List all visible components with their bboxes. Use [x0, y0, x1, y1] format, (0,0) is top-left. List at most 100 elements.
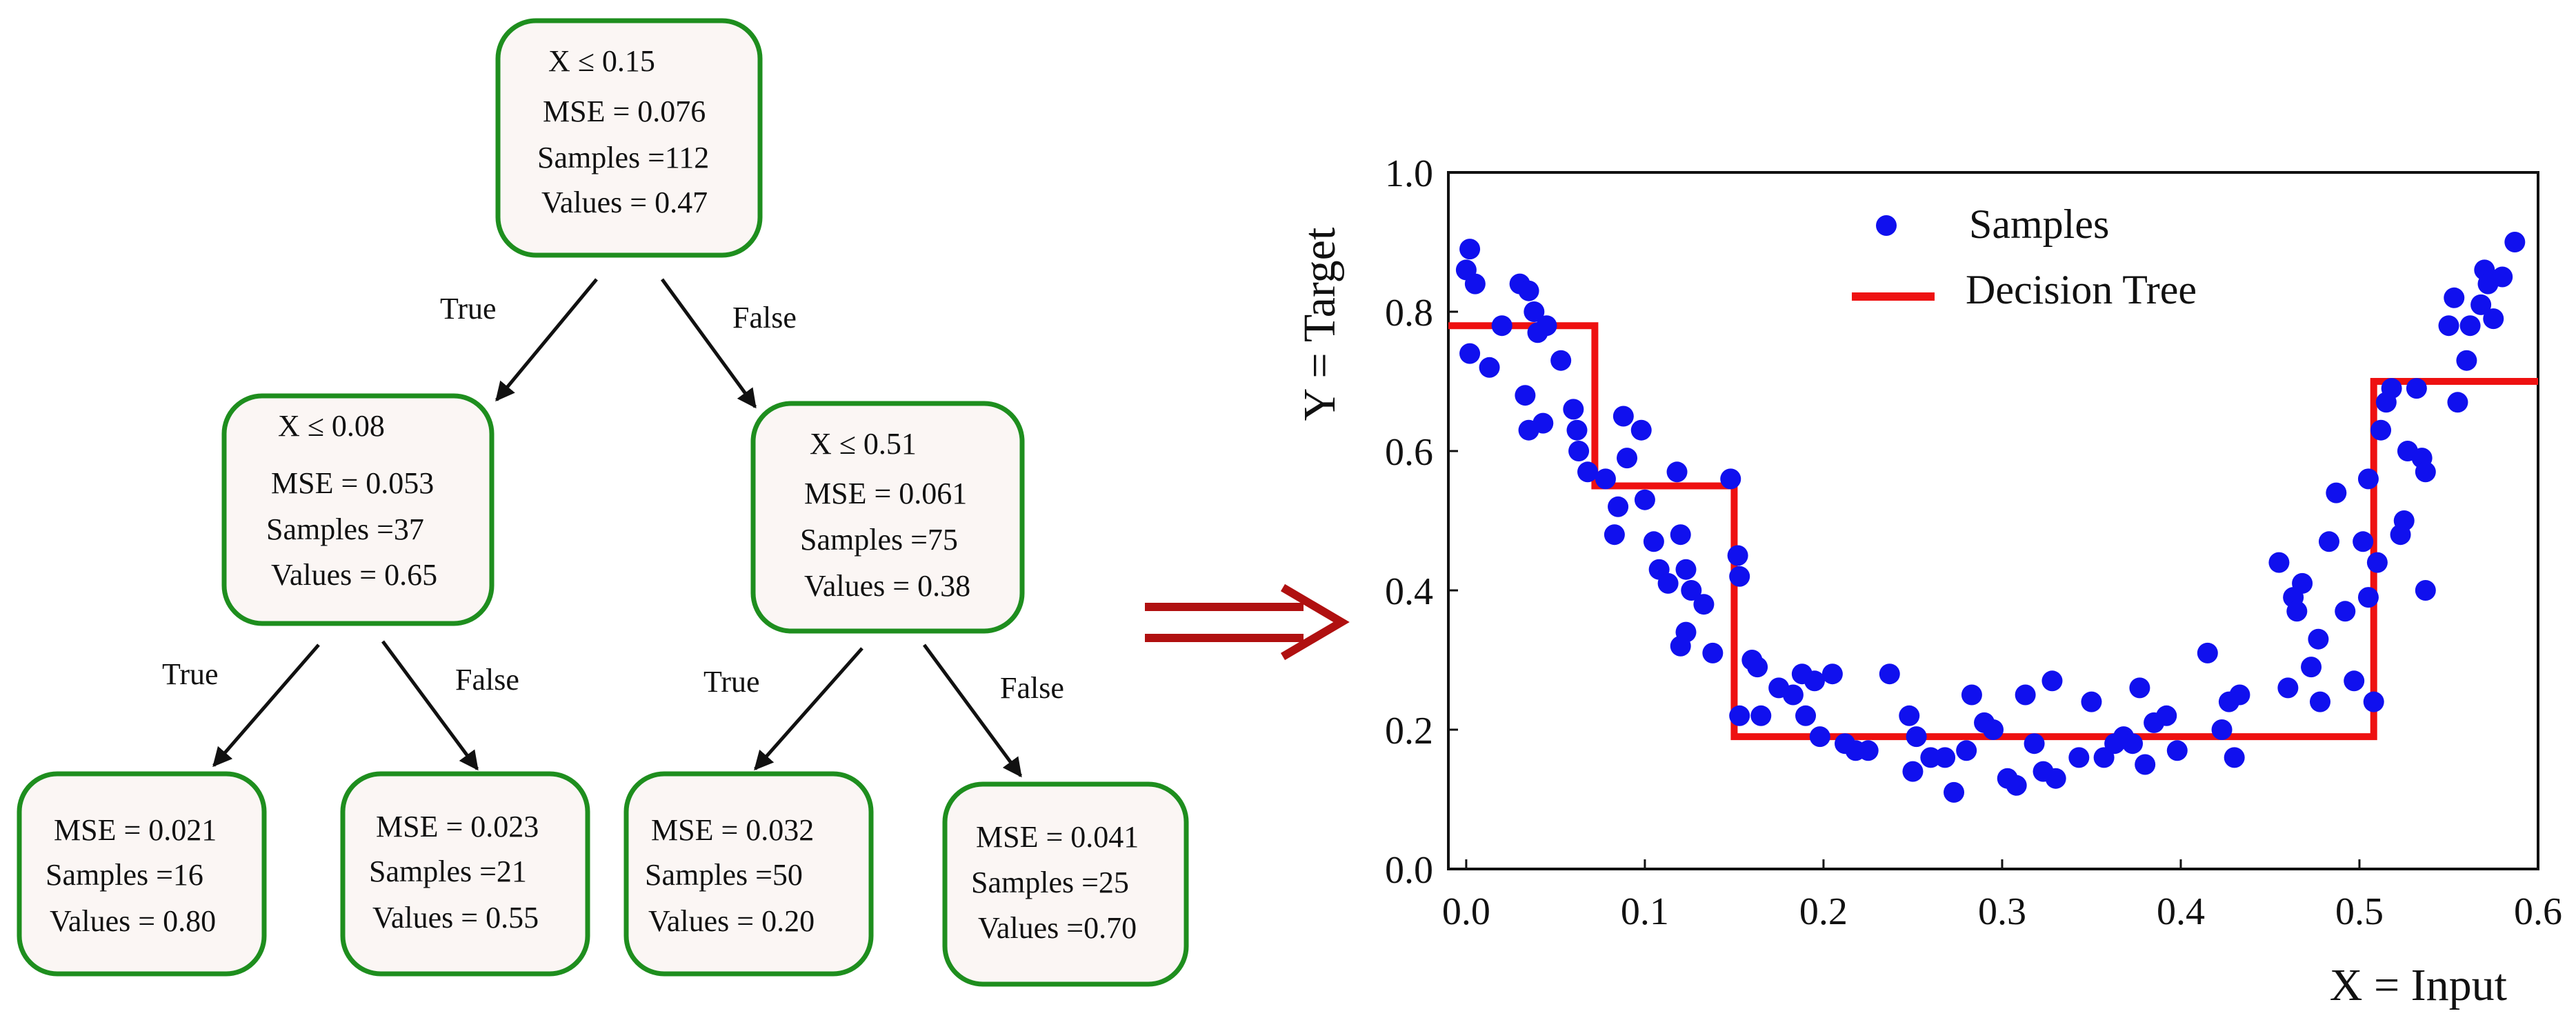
sample-point	[2197, 642, 2218, 663]
sample-point	[2135, 754, 2156, 775]
sample-point	[2483, 308, 2504, 330]
sample-point	[2156, 705, 2177, 726]
sample-point	[1693, 594, 1715, 615]
edge-left-leaf1	[212, 643, 320, 768]
legend-tree-label: Decision Tree	[1966, 267, 2197, 312]
sample-point	[2268, 552, 2290, 573]
sample-point	[2286, 601, 2308, 622]
sample-point	[2459, 315, 2481, 337]
sample-point	[2093, 747, 2115, 768]
sample-point	[1956, 740, 1977, 761]
sample-point	[1550, 350, 1572, 371]
sample-point	[2166, 740, 2188, 761]
edge-label-false: False	[1000, 671, 1064, 705]
edge-root-right	[660, 278, 757, 409]
edge-label-true: True	[162, 657, 219, 691]
y-tick-label: 0.6	[1385, 431, 1433, 474]
sample-point	[1568, 441, 1590, 461]
sample-point	[1518, 280, 1539, 301]
sample-point	[1983, 719, 2004, 740]
sample-point	[1920, 747, 1941, 768]
node-value: Values = 0.80	[50, 904, 216, 938]
legend-samples-marker	[1876, 215, 1897, 236]
x-tick-label: 0.2	[1799, 890, 1848, 933]
sample-point	[1608, 496, 1629, 517]
sample-point	[1515, 385, 1536, 406]
sample-point	[2470, 294, 2492, 315]
sample-point	[1459, 239, 1481, 260]
sample-point	[1681, 580, 1702, 601]
x-tick-label: 0.6	[2514, 890, 2562, 933]
y-tick-label: 1.0	[1385, 152, 1433, 195]
sample-point	[2370, 419, 2392, 441]
sample-point	[2015, 684, 2036, 706]
tree-node-root: X ≤ 0.15 MSE = 0.076 Samples =112 Values…	[495, 18, 763, 258]
sample-point	[2045, 768, 2066, 789]
sample-point	[1750, 705, 1772, 726]
sample-point	[1944, 781, 1965, 803]
sample-point	[2357, 587, 2379, 608]
sample-point	[2068, 747, 2090, 768]
node-mse: MSE = 0.076	[543, 94, 706, 128]
node-value: Values = 0.47	[541, 186, 708, 219]
sample-point	[1879, 663, 1900, 685]
sample-point	[1617, 448, 1638, 469]
sample-point	[1809, 726, 1830, 748]
x-tick-label: 0.1	[1621, 890, 1669, 933]
edge-label-true: True	[703, 665, 760, 699]
sample-point	[2447, 392, 2468, 413]
legend: Samples Decision Tree	[1852, 201, 2197, 312]
edge-right-leaf3	[754, 647, 863, 771]
sample-point	[1563, 399, 1584, 420]
sample-point	[1604, 524, 1625, 546]
tree-node-right: X ≤ 0.51 MSE = 0.061 Samples =75 Values …	[750, 401, 1025, 634]
node-mse: MSE = 0.023	[376, 810, 539, 843]
sample-point	[2456, 350, 2477, 371]
sample-point	[1902, 761, 1924, 782]
node-mse: MSE = 0.032	[651, 813, 814, 847]
node-samples: Samples =75	[800, 523, 958, 557]
node-box	[750, 401, 1025, 634]
sample-point	[1747, 657, 1768, 678]
sample-point	[1613, 406, 1634, 427]
sample-point	[1595, 468, 1616, 490]
plot-frame	[1447, 171, 2539, 870]
edge-left-leaf2	[381, 640, 479, 771]
sample-point	[1720, 468, 1741, 490]
y-tick-label: 0.2	[1385, 710, 1433, 752]
sample-point	[2406, 378, 2427, 399]
sample-point	[1782, 684, 1804, 706]
sample-point	[1961, 684, 1982, 706]
node-split-condition: X ≤ 0.08	[278, 409, 385, 443]
node-samples: Samples =37	[266, 512, 424, 546]
sample-point	[2335, 601, 2356, 622]
sample-point	[2211, 719, 2233, 740]
sample-point	[1670, 635, 1691, 657]
node-box	[942, 781, 1189, 987]
sample-point	[1532, 412, 1554, 434]
sample-point	[2415, 461, 2436, 483]
sample-point	[1906, 726, 1927, 748]
node-mse: MSE = 0.041	[976, 820, 1139, 854]
sample-point	[2006, 775, 2027, 796]
x-tick-label: 0.3	[1978, 890, 2026, 933]
decision-tree-line	[1448, 322, 2538, 741]
sample-point	[1577, 461, 1599, 483]
sample-point	[2308, 628, 2329, 650]
node-box	[221, 393, 495, 626]
node-mse: MSE = 0.021	[54, 813, 217, 847]
sample-point	[1524, 301, 1545, 322]
sample-point	[2415, 580, 2436, 601]
node-value: Values =0.70	[978, 911, 1137, 945]
node-samples: Samples =112	[537, 141, 709, 174]
sample-point	[1670, 524, 1691, 546]
edge-label-false: False	[455, 663, 519, 697]
decision-tree: True False True False True False X ≤ 0.1…	[17, 18, 1189, 987]
sample-point	[2504, 232, 2526, 252]
sample-point	[2393, 510, 2415, 531]
sample-point	[1536, 315, 1557, 337]
sample-point	[2301, 657, 2322, 678]
sample-point	[1675, 559, 1697, 580]
edge-label-false: False	[732, 301, 797, 334]
x-tick-label: 0.5	[2335, 890, 2384, 933]
